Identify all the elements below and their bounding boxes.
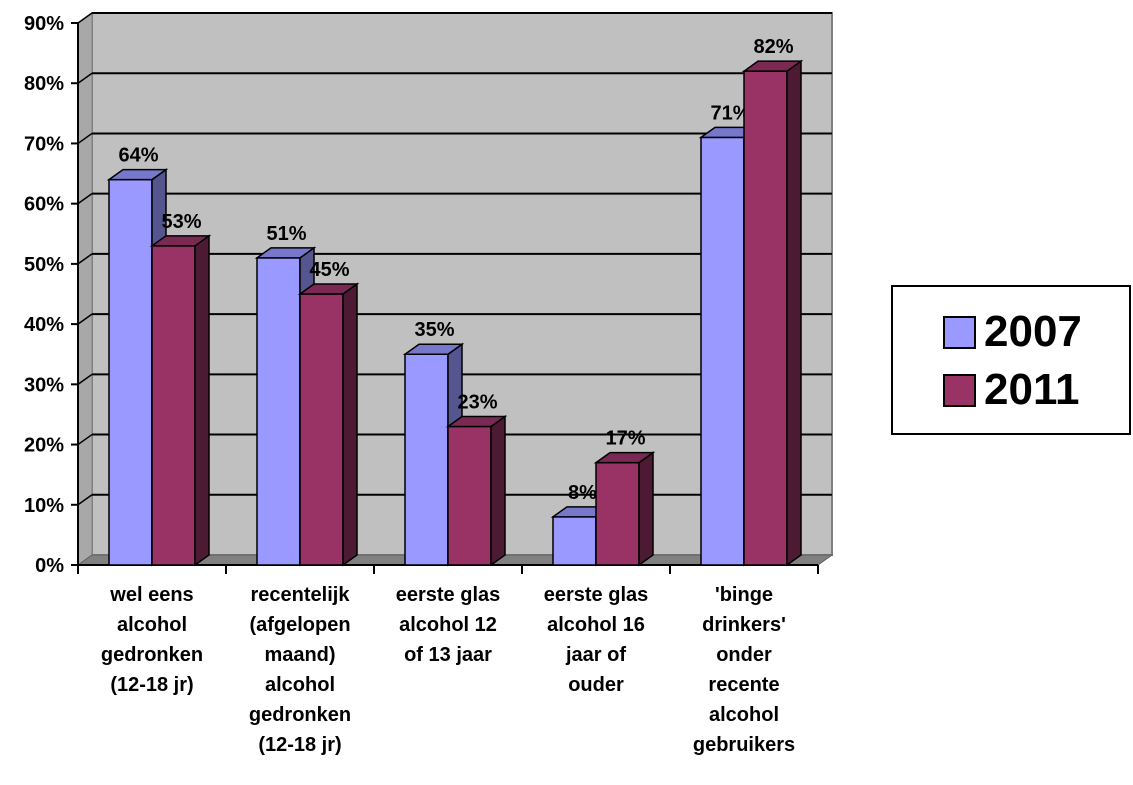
bar-2011-top <box>741 60 804 72</box>
bar-2011-value-label: 45% <box>309 259 349 281</box>
x-category-label: wel eens alcohol gedronken (12-18 jr) <box>100 584 204 696</box>
bar-2007-value-label: 71% <box>710 102 750 124</box>
bar-2007-top <box>254 247 317 259</box>
gridline-side <box>77 313 93 325</box>
bar-2007-front <box>108 178 153 566</box>
bar-2011-front <box>595 461 640 566</box>
x-category-label: eerste glas alcohol 12 of 13 jaar <box>395 584 501 666</box>
bar-2007-value-label: 64% <box>118 145 158 167</box>
bar-2011-side <box>342 282 358 567</box>
gridline-side <box>77 72 93 84</box>
bar-2011-top <box>297 283 360 295</box>
y-tick-label: 0% <box>35 555 64 577</box>
bar-2011-value-label: 82% <box>753 36 793 58</box>
y-tick-label: 10% <box>24 495 64 517</box>
bar-2007-front <box>700 136 745 566</box>
legend-label-2007: 2007 <box>984 307 1082 356</box>
legend-swatch-2007 <box>943 315 976 349</box>
legend-item-2007: 2007 <box>943 309 1082 355</box>
y-tick-label: 30% <box>24 374 64 396</box>
bar-2011-value-label: 17% <box>605 428 645 450</box>
bar-2011-top <box>593 451 656 464</box>
y-tick-label: 50% <box>24 254 64 276</box>
bar-2007-value-label: 35% <box>414 319 454 341</box>
bar-2011-front <box>299 293 344 566</box>
bar-2007-top <box>402 343 465 355</box>
legend-swatch-2011 <box>943 373 976 407</box>
bar-2007-value-label: 8% <box>568 482 597 504</box>
y-tick-label: 60% <box>24 194 64 216</box>
y-tick-label: 90% <box>24 13 64 35</box>
gridline-side <box>77 433 93 446</box>
plot-side-wall <box>77 12 93 566</box>
bar-2011-side <box>490 415 506 567</box>
bar-2011-value-label: 23% <box>457 391 497 413</box>
chart-legend: 2007 2011 <box>891 285 1131 435</box>
bar-2011-front <box>743 70 788 566</box>
legend-label-2011: 2011 <box>984 365 1080 414</box>
y-tick-label: 70% <box>24 133 64 155</box>
bar-2007-value-label: 51% <box>266 223 306 245</box>
x-category-label: recentelijk (afgelopen maand) alcohol ge… <box>248 584 352 756</box>
bar-2011-side <box>638 451 654 567</box>
gridline-side <box>77 253 93 265</box>
x-category-label: eerste glas alcohol 16 jaar of ouder <box>543 584 649 696</box>
bar-2007-front <box>404 353 449 566</box>
gridline-side <box>77 12 93 24</box>
x-category-label: 'binge drinkers' onder recente alcohol g… <box>692 584 796 756</box>
bar-2011-side <box>194 234 210 567</box>
bar-2011-front <box>151 245 196 566</box>
bar-2007-top <box>106 168 169 181</box>
bar-2011-top <box>149 235 212 247</box>
bar-2011-value-label: 53% <box>161 211 201 233</box>
bar-2011-top <box>445 415 508 428</box>
gridline-side <box>77 494 93 506</box>
y-tick-label: 40% <box>24 314 64 336</box>
y-tick-label: 20% <box>24 435 64 457</box>
y-tick-label: 80% <box>24 73 64 95</box>
bar-2007-front <box>256 257 301 566</box>
gridline-side <box>77 373 93 385</box>
bar-2011-front <box>447 425 492 566</box>
legend-item-2011: 2011 <box>943 367 1079 413</box>
bar-2011-side <box>786 59 802 567</box>
gridline-side <box>77 193 93 205</box>
bar-2007-front <box>552 516 597 566</box>
gridline-side <box>77 132 93 145</box>
